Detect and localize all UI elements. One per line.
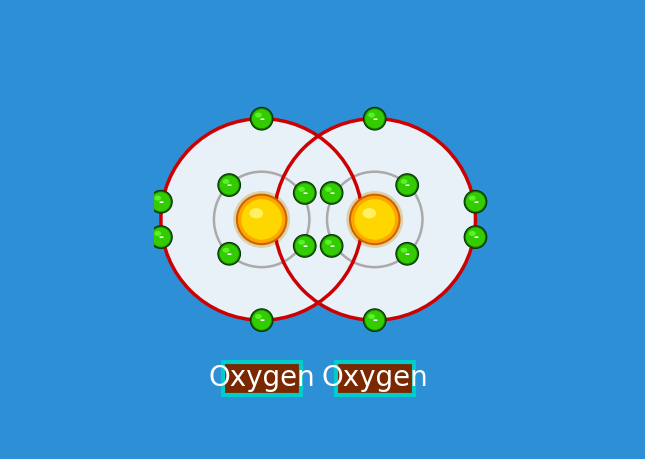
Circle shape	[150, 190, 172, 213]
Circle shape	[218, 242, 241, 265]
Text: -: -	[372, 314, 377, 327]
Circle shape	[365, 311, 384, 330]
Ellipse shape	[401, 179, 408, 184]
Text: Oxygen: Oxygen	[208, 364, 315, 392]
Circle shape	[295, 183, 314, 202]
Circle shape	[252, 311, 272, 330]
Text: -: -	[303, 240, 307, 253]
Circle shape	[293, 235, 316, 257]
Polygon shape	[274, 119, 475, 320]
Circle shape	[464, 226, 487, 248]
Circle shape	[219, 175, 239, 195]
Ellipse shape	[154, 231, 161, 236]
Ellipse shape	[469, 231, 476, 236]
Circle shape	[321, 235, 343, 257]
Circle shape	[322, 236, 341, 256]
Circle shape	[233, 191, 290, 248]
Circle shape	[321, 182, 343, 204]
Circle shape	[363, 107, 386, 130]
Ellipse shape	[469, 196, 476, 201]
Ellipse shape	[298, 240, 305, 245]
Circle shape	[350, 195, 399, 244]
Text: -: -	[259, 113, 264, 126]
Ellipse shape	[250, 208, 263, 218]
Text: -: -	[303, 187, 307, 200]
Circle shape	[250, 107, 273, 130]
Circle shape	[464, 190, 487, 213]
Ellipse shape	[325, 240, 332, 245]
Circle shape	[396, 174, 419, 196]
Text: -: -	[259, 314, 264, 327]
Text: -: -	[473, 231, 478, 244]
Circle shape	[346, 191, 403, 248]
Ellipse shape	[255, 314, 262, 319]
Polygon shape	[161, 119, 362, 320]
Circle shape	[363, 309, 386, 331]
Circle shape	[466, 228, 485, 246]
Circle shape	[219, 244, 239, 263]
Text: -: -	[404, 179, 410, 192]
Circle shape	[237, 195, 286, 244]
Circle shape	[466, 192, 485, 211]
Circle shape	[293, 182, 316, 204]
Circle shape	[250, 309, 273, 331]
Ellipse shape	[368, 112, 375, 118]
Ellipse shape	[298, 187, 305, 192]
Circle shape	[152, 192, 170, 211]
Circle shape	[241, 199, 282, 240]
FancyBboxPatch shape	[336, 362, 413, 395]
Ellipse shape	[368, 314, 375, 319]
Ellipse shape	[154, 196, 161, 201]
Ellipse shape	[325, 187, 332, 192]
Text: -: -	[372, 113, 377, 126]
Circle shape	[150, 226, 172, 248]
FancyBboxPatch shape	[223, 362, 301, 395]
Ellipse shape	[362, 208, 376, 218]
Circle shape	[397, 175, 417, 195]
Ellipse shape	[255, 112, 262, 118]
Circle shape	[397, 244, 417, 263]
Text: -: -	[329, 240, 334, 253]
Circle shape	[396, 242, 419, 265]
Circle shape	[295, 236, 314, 256]
Text: -: -	[404, 248, 410, 261]
Circle shape	[322, 183, 341, 202]
Ellipse shape	[223, 247, 230, 253]
Circle shape	[355, 199, 395, 240]
Circle shape	[365, 109, 384, 129]
Text: -: -	[226, 179, 232, 192]
Circle shape	[218, 174, 241, 196]
Ellipse shape	[223, 179, 230, 184]
Text: -: -	[159, 231, 163, 244]
Text: Oxygen: Oxygen	[321, 364, 428, 392]
Text: -: -	[473, 196, 478, 209]
Text: -: -	[159, 196, 163, 209]
Circle shape	[252, 109, 272, 129]
Circle shape	[152, 228, 170, 246]
Ellipse shape	[401, 247, 408, 253]
Text: -: -	[329, 187, 334, 200]
Text: -: -	[226, 248, 232, 261]
